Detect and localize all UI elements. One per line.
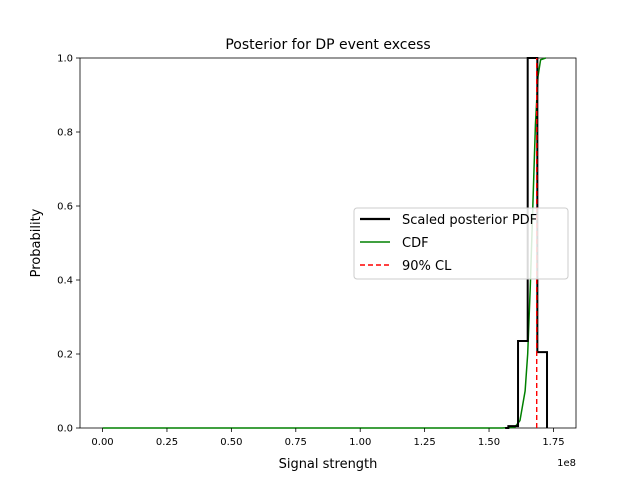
x-tick-label: 0.50 — [220, 437, 242, 448]
x-tick-label: 1.00 — [349, 437, 371, 448]
x-axis-label: Signal strength — [279, 457, 378, 472]
x-tick-label: 1.25 — [413, 437, 435, 448]
y-tick-label: 0.2 — [57, 350, 73, 361]
legend-label-cdf: CDF — [402, 236, 429, 251]
x-axis-offset: 1e8 — [557, 458, 576, 469]
x-tick-label: 0.00 — [91, 437, 113, 448]
chart-title: Posterior for DP event excess — [225, 37, 430, 53]
y-tick-label: 1.0 — [57, 54, 73, 65]
x-axis: 0.00 0.25 0.50 0.75 1.00 1.25 1.50 1.75 — [91, 428, 565, 448]
legend: Scaled posterior PDF CDF 90% CL — [353, 207, 569, 280]
y-tick-label: 0.0 — [57, 424, 73, 435]
y-tick-label: 0.4 — [57, 276, 73, 287]
y-tick-label: 0.6 — [57, 202, 73, 213]
x-tick-label: 1.50 — [478, 437, 500, 448]
legend-label-pdf: Scaled posterior PDF — [402, 213, 537, 228]
y-tick-label: 0.8 — [57, 128, 73, 139]
y-axis: 0.0 0.2 0.4 0.6 0.8 1.0 — [57, 54, 80, 435]
x-tick-label: 0.75 — [285, 437, 307, 448]
posterior-pdf-step — [505, 57, 549, 429]
y-axis-label: Probability — [29, 208, 44, 277]
legend-box — [353, 207, 569, 280]
legend-label-cl: 90% CL — [402, 259, 452, 274]
cdf-line — [102, 57, 546, 429]
x-tick-label: 1.75 — [542, 437, 564, 448]
x-tick-label: 0.25 — [156, 437, 178, 448]
